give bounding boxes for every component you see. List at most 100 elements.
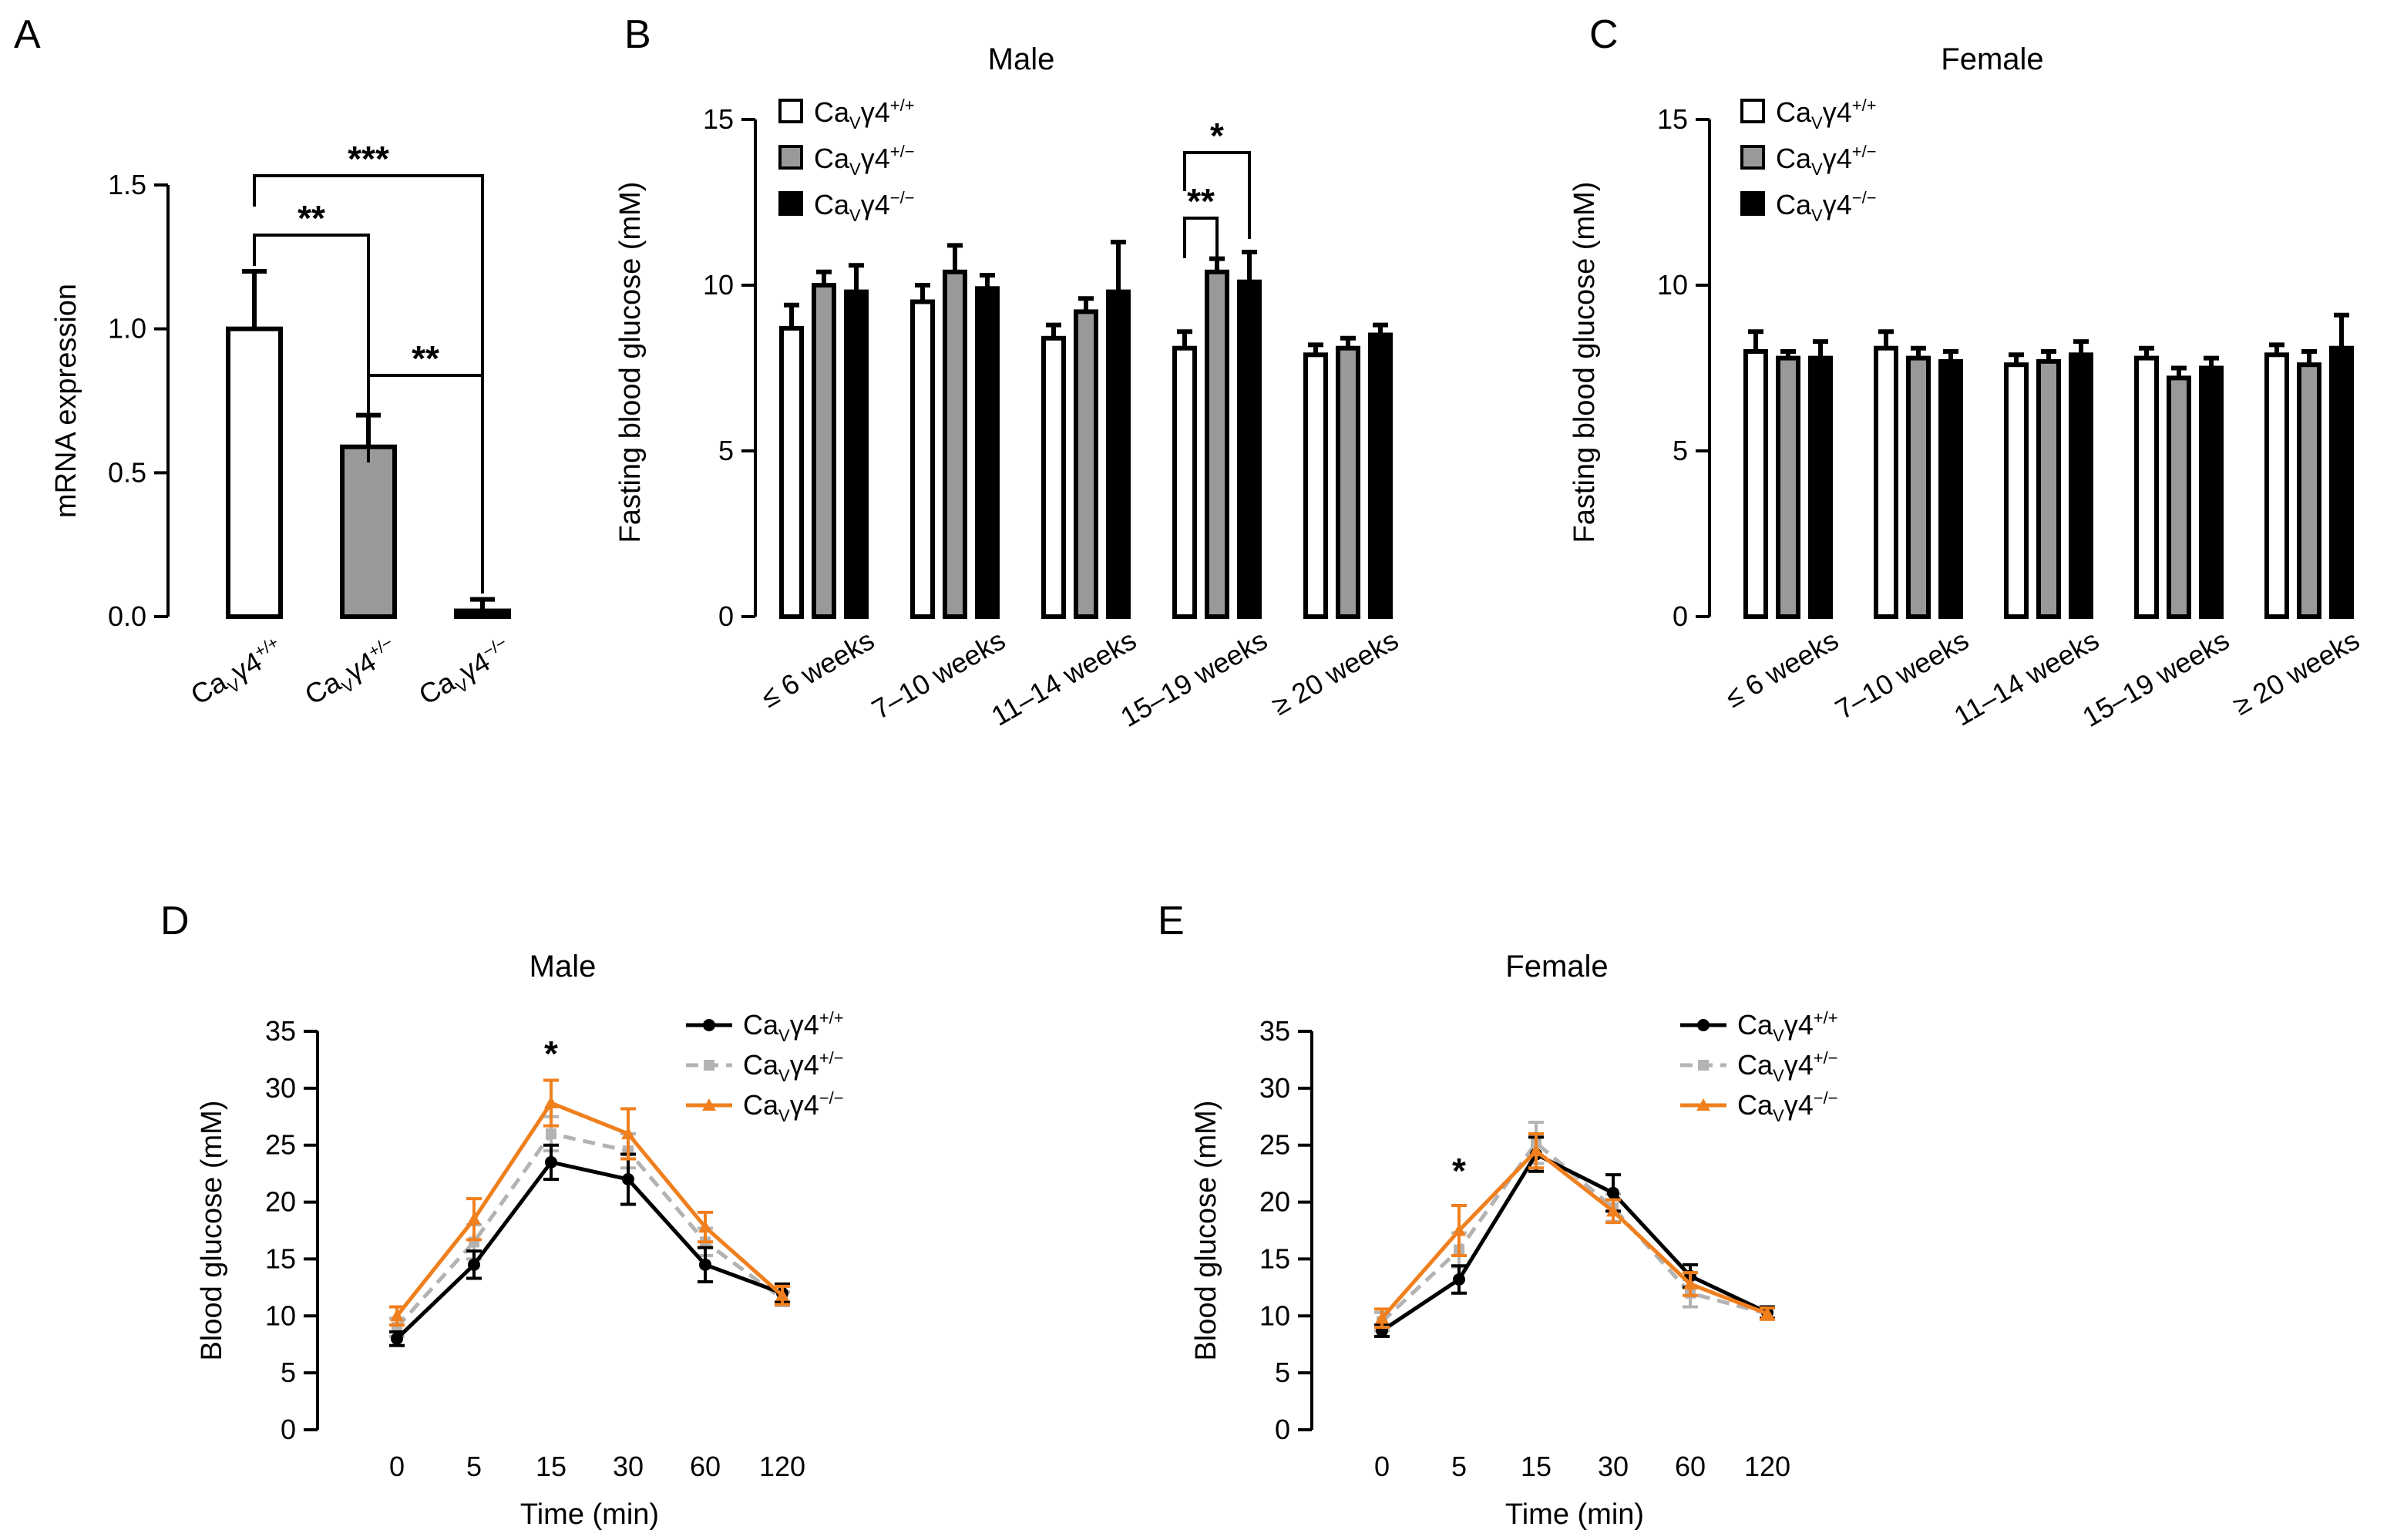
panel-d-legend-marker-wt xyxy=(703,1019,715,1031)
panel-b-legend-label: CaVγ4+/− xyxy=(814,142,915,179)
panel-d-legend-label: CaVγ4+/− xyxy=(743,1048,844,1085)
panel-d-legend-marker-het xyxy=(704,1060,714,1071)
panel-c-legend-label: CaVγ4+/− xyxy=(1776,142,1877,179)
panel-d-series-line-ko xyxy=(395,1100,784,1317)
panel-b-bar-het xyxy=(1336,345,1360,619)
panel-d-x-tick-label: 60 xyxy=(690,1451,721,1482)
panel-a-bar-wt xyxy=(226,326,283,619)
panel-d-point-ko xyxy=(621,1126,635,1139)
panel-b-bar-het xyxy=(1074,309,1098,619)
panel-b-significance-label: * xyxy=(1210,116,1224,156)
panel-a-y-tick-label: 1.0 xyxy=(108,313,146,345)
panel-e-y-tick-label: 15 xyxy=(1259,1242,1290,1274)
panel-e-point-ko xyxy=(1375,1311,1389,1324)
panel-a-y-axis-title: mRNA expression xyxy=(50,284,82,518)
panel-c-legend-label: CaVγ4+/+ xyxy=(1776,96,1877,133)
panel-c-bar-ko xyxy=(1808,355,1833,619)
panel-b-significance-bracket xyxy=(1183,151,1251,239)
panel-e-y-tick-label: 35 xyxy=(1259,1015,1290,1047)
panel-d-y-tick-label: 15 xyxy=(265,1242,296,1274)
panel-a-x-tick-label: CaVγ4−/− xyxy=(413,633,519,715)
panel-b-legend-swatch-wt xyxy=(778,99,803,123)
panel-c-bar-ko xyxy=(1938,358,1963,619)
panel-e-series-line-wt xyxy=(1380,1152,1769,1333)
panel-e-legend-marker-het xyxy=(1698,1060,1709,1071)
panel-e-y-tick-label: 30 xyxy=(1259,1072,1290,1104)
panel-e-legend-label: CaVγ4−/− xyxy=(1737,1088,1838,1125)
panel-c-bar-het xyxy=(1776,355,1800,619)
panel-d-y-tick-label: 30 xyxy=(265,1072,296,1104)
panel-c-bar-het xyxy=(2036,358,2061,619)
panel-d-series-line-het xyxy=(395,1131,784,1329)
panel-b-y-axis-title: Fasting blood glucose (mM) xyxy=(614,182,647,543)
panel-d-point-wt xyxy=(391,1332,403,1345)
panel-letter-d: D xyxy=(160,899,190,943)
panel-b-chart: 0 5 10 15 Male Fasting blood glucose (mM) ≤ 6 … xyxy=(614,42,1404,733)
panel-b-x-tick-label: ≥ 20 weeks xyxy=(1266,624,1404,721)
panel-b-legend-label: CaVγ4+/+ xyxy=(814,96,915,133)
panel-e-point-ko xyxy=(1760,1306,1774,1320)
panel-a-y-tick-label: 1.5 xyxy=(108,169,146,200)
panel-d-point-ko xyxy=(698,1220,712,1233)
panel-b-bar-wt xyxy=(1041,335,1066,619)
panel-a-significance-bracket xyxy=(253,174,484,462)
panel-b-x-tick-label: 15–19 weeks xyxy=(1115,624,1273,733)
panel-e-legend-marker-ko xyxy=(1696,1098,1710,1111)
panel-d-point-ko xyxy=(775,1288,789,1301)
panel-c-legend-swatch-ko xyxy=(1740,191,1765,216)
panel-c-legend-swatch-het xyxy=(1740,145,1765,170)
panel-letter-a: A xyxy=(14,12,41,57)
panel-b-bar-het xyxy=(1205,269,1229,619)
panel-c-bar-ko xyxy=(2069,352,2093,619)
panel-b-bar-ko xyxy=(844,289,869,619)
panel-c-y-tick-label: 0 xyxy=(1673,600,1688,632)
panel-d-point-wt xyxy=(468,1258,480,1271)
panel-d-chart: 0 5 10 15 20 25 30 35 Male Blood glucose (mM) 0 5 15… xyxy=(196,950,844,1531)
panel-e-x-tick-label: 15 xyxy=(1521,1451,1552,1482)
panel-e-x-axis-title: Time (min) xyxy=(1505,1498,1644,1531)
panel-c-bar-het xyxy=(2167,375,2191,619)
panel-b-significance-label: ** xyxy=(1187,181,1215,221)
panel-d-y-tick-label: 25 xyxy=(265,1129,296,1161)
panel-d-y-tick-label: 35 xyxy=(265,1015,296,1047)
panel-b-y-tick-label: 5 xyxy=(718,435,734,466)
panel-d-y-tick-label: 20 xyxy=(265,1186,296,1218)
panel-e-series-line-ko xyxy=(1380,1148,1768,1320)
panel-c-bar-wt xyxy=(1743,349,1768,619)
panel-b-legend-swatch-het xyxy=(778,145,803,170)
panel-c-bar-wt xyxy=(2264,352,2289,619)
panel-c-chart: 0 5 10 15 Female Fasting blood glucose (mM) ≤ … xyxy=(1568,42,2365,733)
panel-b-legend-label: CaVγ4−/− xyxy=(814,188,915,225)
panel-b-bar-ko xyxy=(1237,279,1262,619)
panel-d-y-tick-label: 5 xyxy=(281,1357,296,1388)
panel-d-point-ko xyxy=(467,1212,481,1225)
panel-a-y-tick-label: 0.5 xyxy=(108,456,146,488)
panel-d-x-tick-label: 30 xyxy=(613,1451,644,1482)
panel-b-x-tick-label: 11–14 weeks xyxy=(986,624,1141,731)
panel-d-point-wt xyxy=(622,1173,634,1186)
panel-b-bar-ko xyxy=(1106,289,1131,619)
panel-d-point-ko xyxy=(390,1309,404,1322)
panel-a-significance-label: ** xyxy=(298,198,325,238)
panel-a-significance-bracket xyxy=(253,234,370,462)
panel-c-x-tick-label: 15–19 weeks xyxy=(2077,624,2234,733)
panel-e-point-ko xyxy=(1529,1144,1543,1157)
panel-d-y-tick-label: 10 xyxy=(265,1300,296,1331)
panel-e-point-ko xyxy=(1452,1223,1466,1236)
panel-a-bar-ko xyxy=(454,608,511,619)
panel-b-legend-swatch-ko xyxy=(778,191,803,216)
panel-d-point-ko xyxy=(544,1096,558,1109)
panel-c-x-tick-label: ≤ 6 weeks xyxy=(1720,624,1844,713)
panel-c-x-tick-label: 11–14 weeks xyxy=(1948,624,2104,731)
panel-c-y-tick-label: 10 xyxy=(1657,269,1688,301)
panel-b-bar-wt xyxy=(779,325,804,619)
panel-d-y-axis-title: Blood glucose (mM) xyxy=(196,1101,228,1361)
panel-d-point-wt xyxy=(699,1258,711,1271)
panel-e-legend-label: CaVγ4+/+ xyxy=(1737,1008,1838,1045)
panel-b-x-tick-label: ≤ 6 weeks xyxy=(755,624,879,713)
panel-d-x-tick-label: 15 xyxy=(536,1451,566,1482)
panel-d-y-tick-label: 0 xyxy=(281,1414,296,1445)
panel-e-chart: 0 5 10 15 20 25 30 35 Female Blood glucose (mM) 0 5… xyxy=(1190,950,1838,1531)
